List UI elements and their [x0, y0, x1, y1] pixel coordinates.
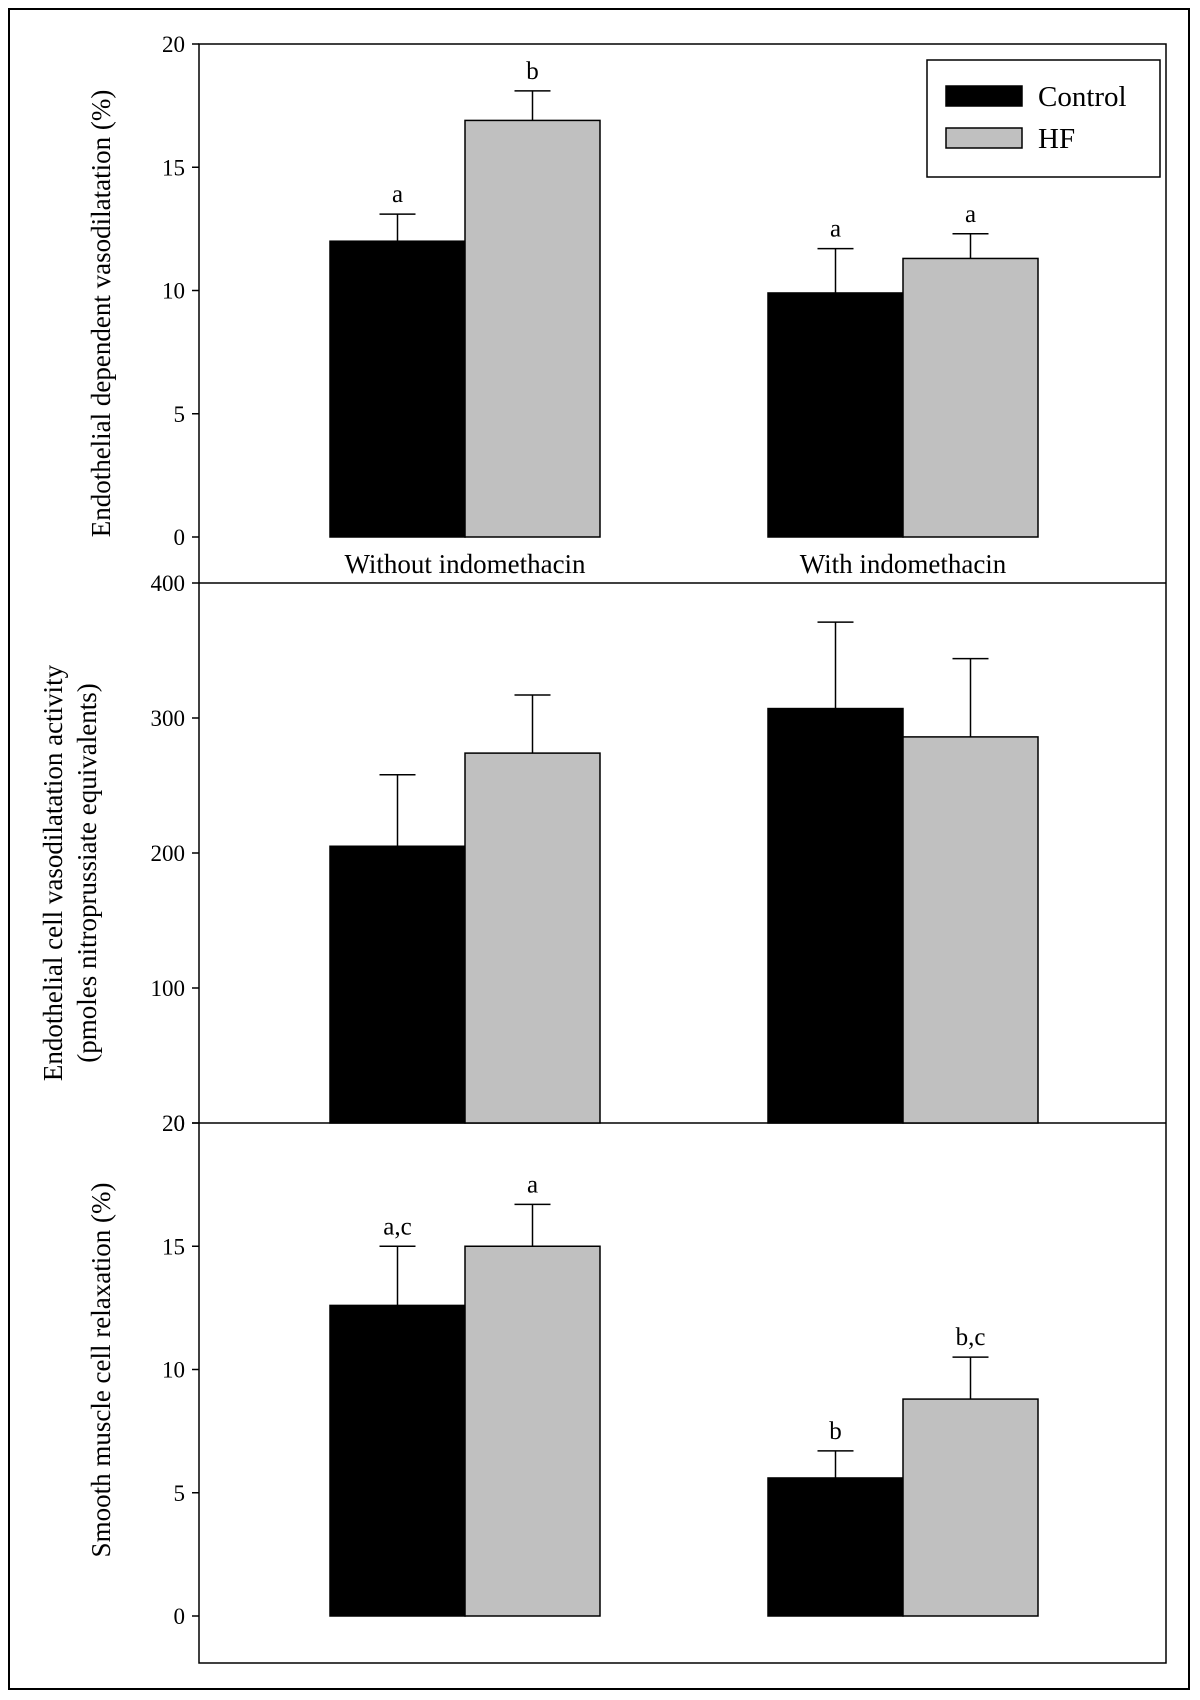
- legend-swatch-hf: [945, 127, 1023, 149]
- legend-box: [926, 59, 1161, 178]
- bar-control: [767, 1477, 904, 1617]
- bar-hf: [902, 736, 1039, 1124]
- y-tick-label: 300: [151, 706, 186, 731]
- y-tick-label: 15: [162, 1234, 185, 1259]
- bar-control: [329, 240, 466, 538]
- y-tick-label: 400: [151, 571, 186, 596]
- significance-label: a,c: [383, 1213, 411, 1240]
- outer-frame: [8, 8, 1190, 1690]
- y-tick-label: 5: [174, 402, 186, 427]
- y-tick-label: 0: [174, 1604, 186, 1629]
- y-tick-label: 20: [162, 1111, 185, 1136]
- bar-hf: [902, 1398, 1039, 1617]
- significance-label: b,c: [956, 1324, 986, 1351]
- bar-control: [767, 292, 904, 538]
- significance-label: a: [392, 181, 403, 208]
- y-tick-label: 100: [151, 976, 186, 1001]
- y-tick-label: 15: [162, 155, 185, 180]
- y-tick-label: 10: [162, 279, 185, 304]
- y-tick-label: 200: [151, 841, 186, 866]
- bar-control: [329, 1304, 466, 1617]
- legend-label: HF: [1038, 123, 1075, 155]
- category-label: With indomethacin: [800, 549, 1007, 579]
- significance-label: b: [829, 1418, 842, 1445]
- y-tick-label: 0: [174, 1111, 186, 1136]
- y-axis-label: (pmoles nitroprussiate equivalents): [72, 683, 102, 1062]
- legend-swatch-control: [945, 85, 1023, 107]
- significance-label: a: [527, 1171, 538, 1198]
- legend-label: Control: [1038, 81, 1127, 113]
- y-tick-label: 10: [162, 1358, 185, 1383]
- category-label: Without indomethacin: [344, 549, 586, 579]
- bar-hf: [902, 257, 1039, 538]
- bar-hf: [464, 752, 601, 1124]
- bar-control: [329, 845, 466, 1124]
- bar-hf: [464, 1245, 601, 1617]
- y-tick-label: 0: [174, 525, 186, 550]
- bar-control: [767, 707, 904, 1124]
- bar-hf: [464, 119, 601, 538]
- y-axis-label: Endothelial dependent vasodilatation (%): [86, 90, 116, 538]
- y-tick-label: 20: [162, 32, 185, 57]
- y-axis-label: Smooth muscle cell relaxation (%): [86, 1183, 116, 1558]
- significance-label: a: [965, 201, 976, 228]
- y-tick-label: 5: [174, 1481, 186, 1506]
- y-axis-label: Endothelial cell vasodilatation activity: [38, 664, 68, 1081]
- significance-label: b: [526, 58, 539, 85]
- significance-label: a: [830, 216, 841, 243]
